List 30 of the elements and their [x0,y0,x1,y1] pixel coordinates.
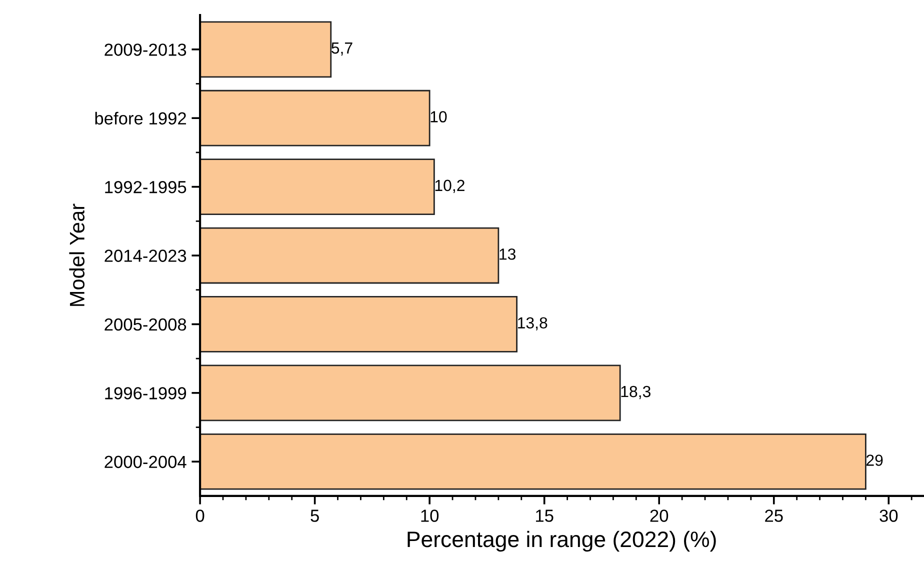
bar [200,296,518,352]
bar [200,21,332,78]
x-tick-label: 5 [310,510,319,522]
data-label: 18,3 [621,386,650,400]
bar [200,364,621,422]
y-tick-label: 2009-2013 [104,44,186,56]
data-label: 10,2 [435,180,464,193]
bar [200,158,435,215]
data-label: 29 [866,454,883,466]
y-axis-title: Model Year [69,204,85,306]
y-tick-label: 1996-1999 [105,387,186,400]
x-tick-label: 20 [650,510,668,522]
data-label: 13 [500,248,516,260]
x-tick-label: 25 [765,510,783,522]
bar [200,227,500,284]
x-axis-title: Percentage in range (2022) (%) [408,530,716,552]
y-tick-label: 2000-2004 [104,456,186,468]
y-tick-label: 2014-2023 [104,250,186,262]
x-tick-label: 10 [421,510,439,522]
data-label: 10 [430,111,447,122]
x-tick-label: 15 [536,510,554,522]
x-tick-label: 0 [196,510,204,522]
data-label: 13,8 [518,317,548,330]
y-tick-label: 2005-2008 [104,318,186,331]
data-label: 5,7 [332,42,352,56]
y-tick-label: before 1992 [95,112,186,125]
x-tick-label: 30 [880,510,898,522]
bar [200,90,430,146]
bar [200,433,866,490]
y-tick-label: 1992-1995 [105,180,186,194]
